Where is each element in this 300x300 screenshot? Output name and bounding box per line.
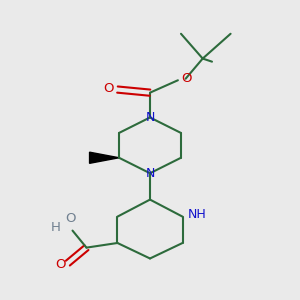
Text: NH: NH [188,208,207,221]
Polygon shape [90,152,119,163]
Text: O: O [181,72,192,85]
Text: H: H [50,221,60,234]
Text: N: N [145,167,155,180]
Text: N: N [145,111,155,124]
Text: O: O [103,82,114,95]
Text: O: O [55,258,65,271]
Text: O: O [66,212,76,225]
